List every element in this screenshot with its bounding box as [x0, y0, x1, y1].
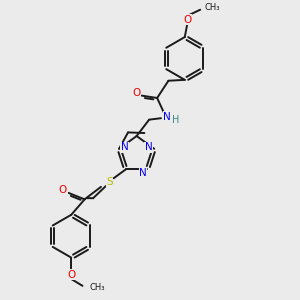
- Text: N: N: [139, 168, 147, 178]
- Text: CH₃: CH₃: [90, 283, 105, 292]
- Text: O: O: [133, 88, 141, 98]
- Text: O: O: [183, 15, 191, 25]
- Text: S: S: [106, 177, 113, 187]
- Text: CH₃: CH₃: [205, 3, 220, 12]
- Text: H: H: [172, 115, 179, 125]
- Text: N: N: [121, 142, 128, 152]
- Text: O: O: [59, 185, 67, 195]
- Text: N: N: [145, 142, 153, 152]
- Text: O: O: [67, 269, 75, 280]
- Text: N: N: [163, 112, 171, 122]
